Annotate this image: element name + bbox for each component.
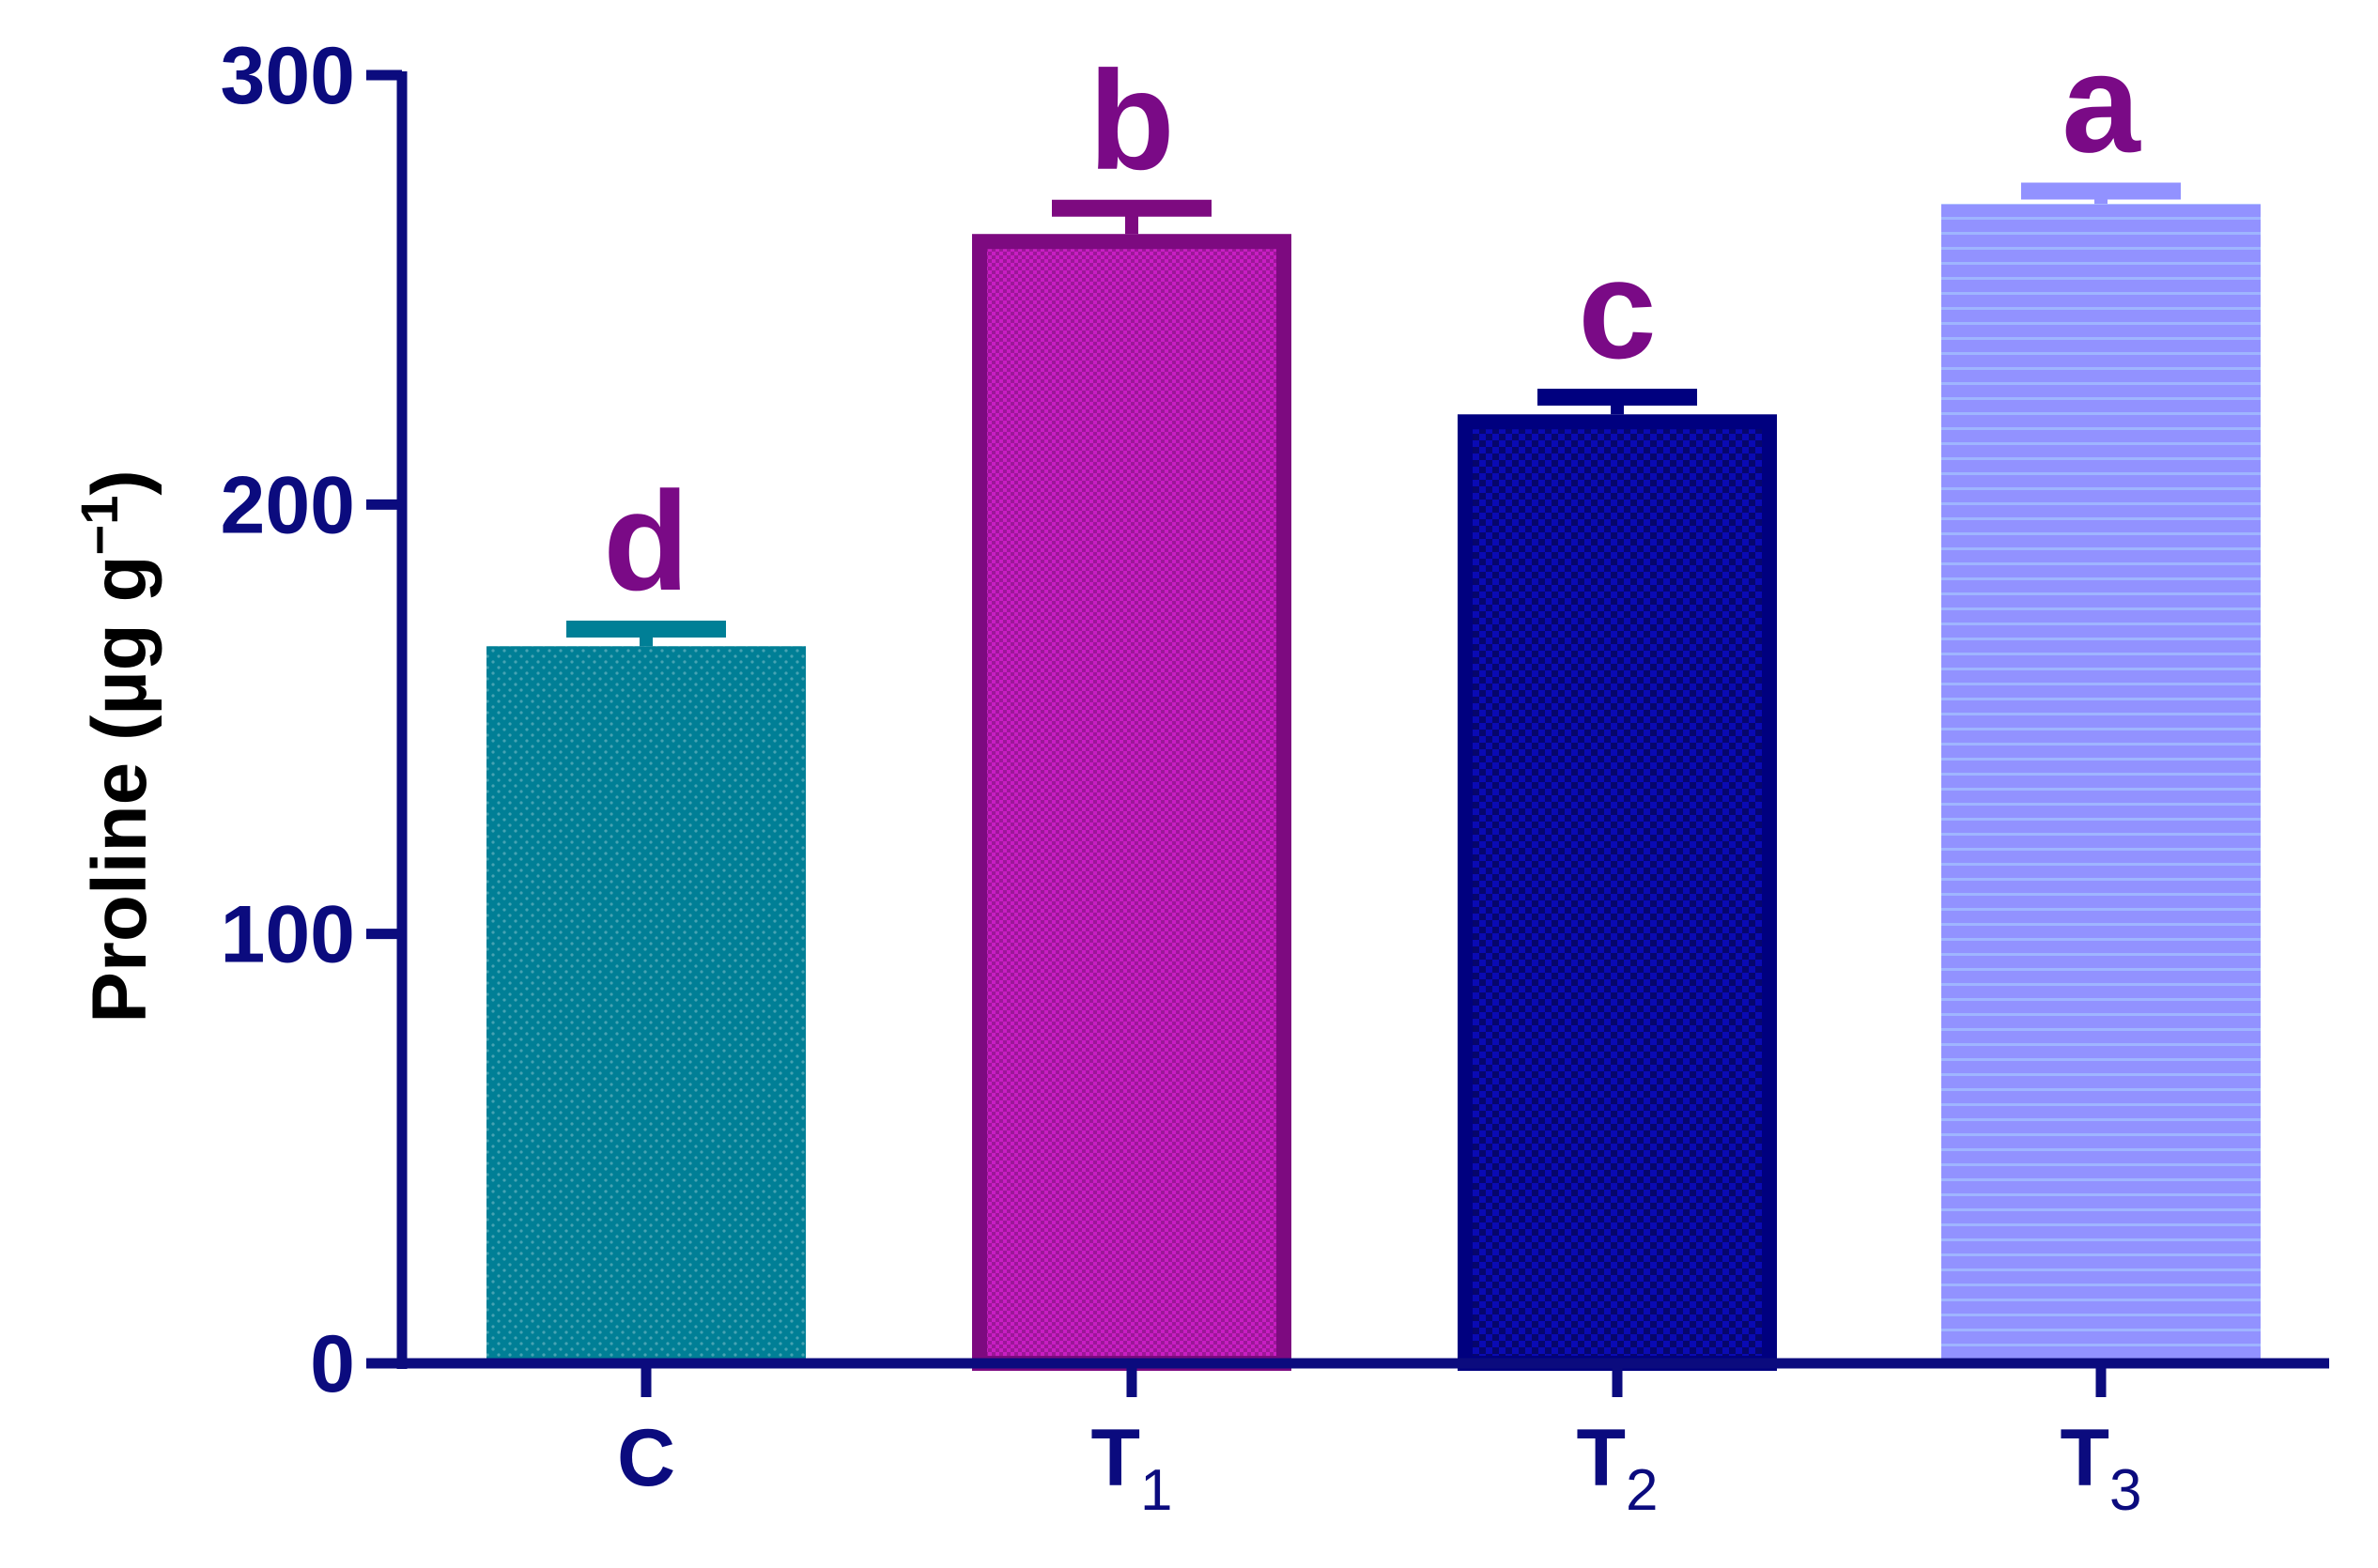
bar-t3 <box>1941 204 2261 1364</box>
y-tick-label: 200 <box>221 460 356 550</box>
error-bar-t1 <box>1052 199 1212 235</box>
x-tick-label: T3 <box>2060 1413 2141 1523</box>
error-bar-t2 <box>1537 389 1697 415</box>
bars <box>486 204 2261 1371</box>
x-tick-label: C <box>617 1413 675 1503</box>
error-bar-t3 <box>2021 182 2181 205</box>
significance-letter: d <box>603 462 689 620</box>
bar-t1 <box>972 234 1291 1371</box>
bar-c <box>486 646 806 1363</box>
significance-letter: c <box>1578 230 1656 388</box>
y-tick-label: 0 <box>310 1319 355 1409</box>
error-bar-c <box>566 620 726 647</box>
significance-letter: a <box>2061 23 2141 181</box>
significance-letters: d b c a <box>603 23 2141 619</box>
error-bars <box>566 182 2181 647</box>
x-tick-label: T1 <box>1090 1413 1172 1523</box>
x-tick-label: T2 <box>1576 1413 1658 1523</box>
x-ticks: C T1 T2 T3 <box>617 1363 2142 1523</box>
y-tick-label: 300 <box>221 31 356 121</box>
y-tick-label: 100 <box>221 890 356 980</box>
axes <box>396 71 2329 1369</box>
bar-t2 <box>1458 414 1777 1371</box>
y-axis-label: Proline (µg g−1) <box>69 469 162 1022</box>
y-ticks: 0 100 200 300 <box>221 31 402 1409</box>
significance-letter: b <box>1089 41 1175 199</box>
